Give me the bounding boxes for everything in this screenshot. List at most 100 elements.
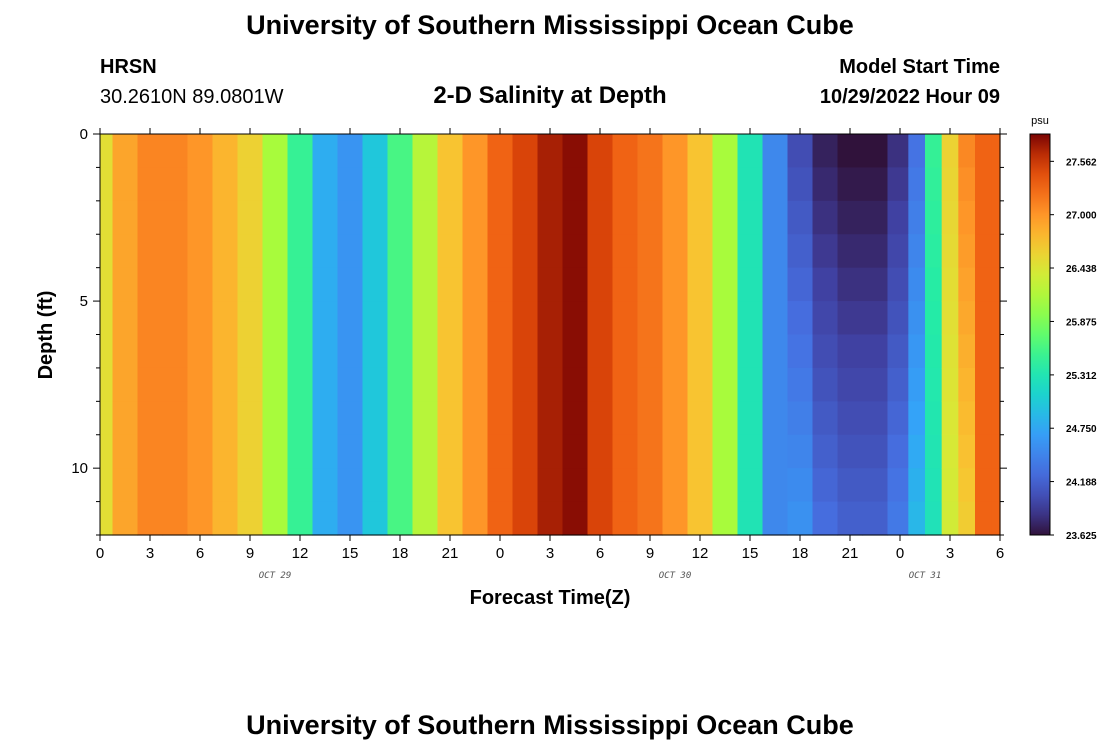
heatmap-cell: [662, 367, 689, 402]
heatmap-cell: [587, 167, 614, 202]
heatmap-cell: [387, 401, 414, 436]
heatmap-cell: [612, 234, 639, 269]
heatmap-cell: [412, 301, 439, 336]
heatmap-cell: [187, 267, 214, 302]
heatmap-cell: [862, 434, 889, 469]
heatmap-cell: [237, 167, 264, 202]
heatmap-cell: [712, 200, 739, 235]
heatmap-cell: [337, 468, 364, 503]
heatmap-cell: [412, 200, 439, 235]
heatmap-cell: [787, 134, 814, 169]
heatmap-cell: [512, 434, 539, 469]
heatmap-cell: [908, 167, 926, 202]
colorbar-label: 27.562: [1066, 157, 1097, 168]
station-name: HRSN: [100, 56, 157, 78]
heatmap-cell: [312, 401, 339, 436]
heatmap-cell: [737, 200, 764, 235]
heatmap-cell: [662, 134, 689, 169]
heatmap-cell: [462, 301, 489, 336]
heatmap-cell: [187, 401, 214, 436]
heatmap-cell: [637, 401, 664, 436]
heatmap-cell: [137, 234, 164, 269]
heatmap-cell: [812, 167, 839, 202]
heatmap-cell: [137, 301, 164, 336]
colorbar-unit: psu: [1031, 115, 1049, 127]
heatmap-cell: [412, 501, 439, 536]
heatmap-cell: [487, 267, 514, 302]
heatmap-cell: [712, 301, 739, 336]
heatmap-cell: [837, 301, 864, 336]
heatmap-cell: [437, 501, 464, 536]
heatmap-cell: [762, 468, 789, 503]
heatmap-cell: [487, 167, 514, 202]
heatmap-cell: [637, 334, 664, 369]
heatmap-cell: [925, 401, 943, 436]
heatmap-cell: [362, 468, 389, 503]
heatmap-cell: [112, 501, 139, 536]
heatmap-cell: [958, 334, 976, 369]
heatmap-cell: [908, 200, 926, 235]
heatmap-cell: [908, 301, 926, 336]
x-tick-label: 18: [792, 545, 809, 562]
heatmap-cell: [262, 301, 289, 336]
y-tick-label: 0: [80, 126, 88, 143]
heatmap-cell: [812, 134, 839, 169]
heatmap-cell: [637, 200, 664, 235]
heatmap-cell: [237, 134, 264, 169]
heatmap-cell: [812, 468, 839, 503]
heatmap-cell: [100, 134, 114, 169]
heatmap-cell: [262, 200, 289, 235]
heatmap-cell: [787, 367, 814, 402]
heatmap-cell: [887, 367, 909, 402]
x-tick-label: 21: [442, 545, 459, 562]
heatmap-cell: [437, 134, 464, 169]
plot-title: 2-D Salinity at Depth: [433, 82, 667, 109]
heatmap-cell: [462, 167, 489, 202]
heatmap-cell: [137, 401, 164, 436]
heatmap-cell: [412, 334, 439, 369]
heatmap-cell: [737, 134, 764, 169]
heatmap-cell: [487, 401, 514, 436]
heatmap-cell: [908, 267, 926, 302]
heatmap-cell: [941, 367, 959, 402]
heatmap-cell: [958, 167, 976, 202]
heatmap-cell: [487, 200, 514, 235]
heatmap-cell: [837, 434, 864, 469]
heatmap-cell: [991, 401, 1001, 436]
heatmap-cell: [412, 468, 439, 503]
heatmap-cell: [487, 334, 514, 369]
x-tick-label: 0: [896, 545, 904, 562]
heatmap-cell: [837, 501, 864, 536]
heatmap-cell: [100, 234, 114, 269]
heatmap-cell: [562, 134, 589, 169]
heatmap-cell: [112, 234, 139, 269]
heatmap-cell: [941, 134, 959, 169]
heatmap-cell: [262, 167, 289, 202]
heatmap-cell: [312, 301, 339, 336]
heatmap-cell: [737, 367, 764, 402]
heatmap-cell: [387, 167, 414, 202]
heatmap-cell: [162, 468, 189, 503]
heatmap-cell: [337, 267, 364, 302]
heatmap-cell: [837, 234, 864, 269]
heatmap-cell: [925, 234, 943, 269]
heatmap-cell: [537, 434, 564, 469]
heatmap-cell: [991, 434, 1001, 469]
heatmap-cell: [687, 468, 714, 503]
heatmap-cell: [787, 501, 814, 536]
heatmap-cell: [437, 167, 464, 202]
heatmap-cell: [537, 301, 564, 336]
heatmap-cell: [362, 134, 389, 169]
heatmap-cell: [212, 234, 239, 269]
heatmap-cell: [100, 434, 114, 469]
heatmap-cell: [862, 134, 889, 169]
heatmap-cell: [212, 200, 239, 235]
heatmap-cell: [787, 200, 814, 235]
heatmap-cell: [925, 301, 943, 336]
heatmap-cell: [737, 301, 764, 336]
heatmap-cell: [212, 434, 239, 469]
heatmap-cell: [162, 134, 189, 169]
heatmap-cell: [737, 401, 764, 436]
heatmap-cell: [112, 167, 139, 202]
heatmap-cell: [437, 401, 464, 436]
